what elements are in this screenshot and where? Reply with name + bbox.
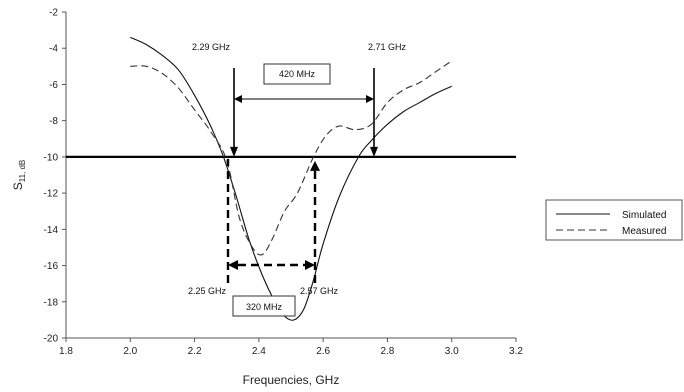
- sim-high-label: 2.71 GHz: [368, 42, 407, 52]
- y-axis-title-subscript: 11, dB: [18, 160, 27, 183]
- y-tick-label: -6: [49, 80, 58, 91]
- sim-low-arrowhead: [230, 146, 238, 157]
- meas-high-arrowhead: [310, 160, 320, 171]
- meas-bandwidth-arrowhead-left: [228, 260, 238, 270]
- x-tick-label: 2.6: [316, 346, 330, 357]
- annotations: 420 MHz 2.29 GHz 2.71 GHz 2.25 GHz 2.57 …: [188, 42, 407, 317]
- meas-low-label: 2.25 GHz: [188, 286, 227, 296]
- y-ticks: -2 -4 -6 -8 -10 -12 -14 -16 -18 -20: [44, 8, 66, 345]
- y-axis-title-main: S: [11, 182, 25, 190]
- y-axis-title: S11, dB: [11, 160, 27, 191]
- x-tick-label: 2.0: [123, 346, 137, 357]
- x-tick-label: 2.4: [252, 346, 266, 357]
- x-axis-title: Frequencies, GHz: [243, 373, 340, 387]
- x-tick-label: 3.2: [509, 346, 523, 357]
- sim-high-arrowhead: [370, 146, 378, 157]
- y-tick-label: -4: [49, 44, 58, 55]
- y-tick-label: -12: [44, 189, 59, 200]
- y-tick-label: -10: [44, 152, 59, 163]
- meas-bandwidth-arrowhead-right: [305, 260, 315, 270]
- y-tick-label: -18: [44, 297, 59, 308]
- meas-bandwidth-label: 320 MHz: [246, 302, 283, 312]
- x-tick-label: 2.2: [188, 346, 202, 357]
- sim-bandwidth-arrowhead-left: [234, 95, 242, 103]
- series-line-simulated: [130, 36, 452, 321]
- legend: Simulated Measured: [545, 199, 683, 241]
- sim-low-label: 2.29 GHz: [192, 42, 231, 52]
- axis-titles: Frequencies, GHz S11, dB: [11, 160, 339, 387]
- y-tick-label: -2: [49, 8, 58, 19]
- x-tick-label: 1.8: [59, 346, 73, 357]
- x-tick-label: 3.0: [445, 346, 459, 357]
- legend-box: [545, 199, 683, 241]
- meas-high-label: 2.57 GHz: [300, 286, 339, 296]
- legend-label-simulated: Simulated: [622, 210, 666, 221]
- sim-bandwidth-box: [263, 63, 331, 85]
- y-tick-label: -16: [44, 261, 59, 272]
- legend-label-measured: Measured: [622, 226, 666, 237]
- y-tick-label: -14: [44, 225, 59, 236]
- meas-bandwidth-box: [232, 295, 296, 317]
- sim-bandwidth-label: 420 MHz: [279, 69, 316, 79]
- sim-bandwidth-arrowhead-right: [366, 95, 374, 103]
- x-ticks: 1.8 2.0 2.2 2.4 2.6 2.8 3.0 3.2: [59, 338, 523, 357]
- y-tick-label: -20: [44, 334, 59, 345]
- plot-area: 1.8 2.0 2.2 2.4 2.6 2.8 3.0 3.2 -2-4-6-8-10-12-…: [44, 8, 524, 358]
- x-tick-label: 2.8: [380, 346, 394, 357]
- series-line-measured: [130, 60, 453, 256]
- y-tick-label: -8: [49, 116, 58, 127]
